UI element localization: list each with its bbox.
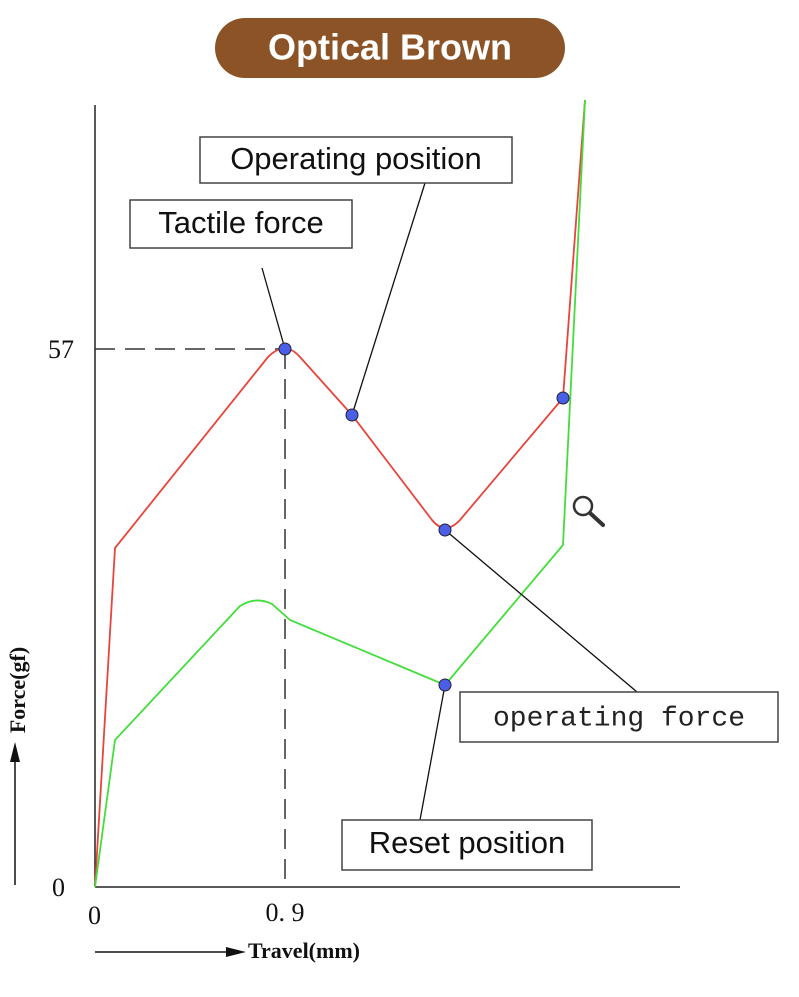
y-arrow-head [10,742,20,762]
y-tick-label: 0 [52,873,65,902]
label-box [199,136,513,184]
x-arrow-head [226,947,246,957]
x-tick-label: 0. 9 [266,898,305,927]
y-axis-label: Force(gf) [5,647,30,733]
title-pill [215,18,565,78]
leader-line [351,182,426,416]
leader-line [444,529,638,693]
label-box [459,691,779,743]
point [438,678,452,692]
x-tick-label: 0 [88,901,101,930]
label: operating force [493,703,745,734]
leader-line [261,267,286,350]
release-curve [94,99,586,888]
leader-line [419,684,446,821]
y-tick-label: 57 [48,335,74,364]
point [345,408,359,422]
label: Reset position [369,825,565,860]
point [438,523,452,537]
label: Tactile force [158,205,323,240]
point [278,342,292,356]
label-box [129,199,353,249]
magnifier-icon [572,495,605,527]
label: Operating position [230,141,482,176]
x-axis-label: Travel(mm) [248,938,360,963]
point [556,391,570,405]
label-box [341,819,593,871]
title: Optical Brown [268,27,512,68]
